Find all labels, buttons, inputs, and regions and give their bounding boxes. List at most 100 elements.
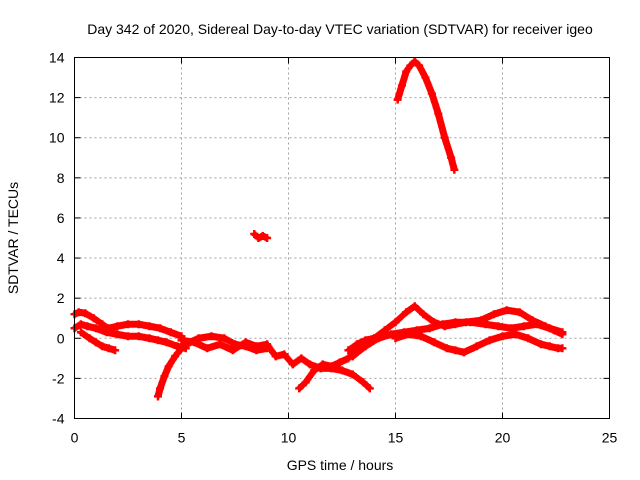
data-point — [145, 322, 154, 331]
data-point — [113, 330, 122, 339]
data-point — [558, 344, 567, 353]
data-point — [344, 346, 353, 355]
data-point — [402, 67, 411, 76]
data-point — [271, 352, 280, 361]
data-point — [361, 342, 370, 351]
x-tick-label: 5 — [178, 430, 186, 446]
data-point — [440, 133, 449, 142]
data-point — [545, 342, 554, 351]
data-point — [511, 330, 520, 339]
data-point — [254, 234, 263, 242]
data-point — [387, 330, 396, 339]
axes: 0 5 10 15 20 25 -4 -2 0 2 4 6 8 10 12 14 — [49, 50, 618, 446]
series-arc-13 — [393, 57, 459, 174]
data-point — [98, 320, 107, 329]
data-point — [113, 322, 122, 331]
data-point — [76, 328, 85, 337]
data-point — [335, 358, 344, 367]
x-tick-label: 10 — [281, 430, 297, 446]
x-axis-label: GPS time / hours — [287, 457, 394, 473]
data-point — [177, 336, 186, 345]
data-point — [391, 334, 400, 343]
data-point — [228, 346, 237, 355]
data-point — [203, 344, 212, 353]
y-tick-label: 10 — [49, 130, 65, 146]
x-tick-label: 15 — [388, 430, 404, 446]
data-point — [442, 344, 451, 353]
data-point — [153, 392, 162, 401]
data-point — [305, 360, 314, 369]
y-tick-label: 12 — [49, 90, 65, 106]
data-point — [288, 360, 297, 369]
data-point — [374, 334, 383, 343]
data-point — [447, 153, 456, 162]
series-arc-8 — [250, 229, 272, 242]
data-point — [344, 354, 353, 363]
data-point — [252, 342, 261, 351]
data-point — [451, 318, 460, 327]
data-point — [156, 324, 165, 333]
data-point — [134, 332, 143, 341]
data-point — [481, 320, 490, 329]
data-point — [160, 372, 169, 381]
data-point — [258, 231, 267, 240]
data-point — [327, 362, 336, 371]
data-point — [425, 324, 434, 333]
x-tick-label: 20 — [495, 430, 511, 446]
data-point — [450, 165, 459, 174]
series-arc-7 — [177, 336, 374, 393]
data-point — [352, 340, 361, 349]
data-point — [459, 348, 468, 357]
data-point — [295, 384, 304, 393]
chart-title: Day 342 of 2020, Sidereal Day-to-day VTE… — [87, 21, 593, 37]
data-point — [166, 328, 175, 337]
data-point — [532, 320, 541, 329]
data-point — [524, 334, 533, 343]
y-tick-label: 14 — [49, 50, 65, 66]
data-point — [402, 308, 411, 317]
data-point — [472, 342, 481, 351]
data-point — [207, 332, 216, 341]
data-point — [485, 336, 494, 345]
data-point — [250, 229, 259, 238]
data-point — [263, 340, 272, 349]
data-point — [241, 338, 250, 347]
data-point — [338, 366, 346, 375]
data-point — [348, 370, 357, 379]
data-point — [81, 309, 90, 318]
data-point — [220, 334, 229, 343]
data-point — [297, 354, 306, 363]
data-point — [171, 352, 180, 361]
data-point — [507, 324, 516, 333]
y-axis-label: SDTVAR / TECUs — [5, 182, 21, 294]
data-point — [537, 340, 546, 349]
data-point — [76, 320, 85, 329]
y-tick-label: 8 — [57, 170, 65, 186]
y-tick-label: 6 — [57, 210, 65, 226]
data-point — [83, 322, 92, 331]
data-point — [104, 344, 113, 353]
data-point — [301, 378, 310, 387]
data-point — [430, 338, 439, 347]
data-point — [134, 320, 143, 329]
y-tick-label: 0 — [57, 330, 65, 346]
data-point — [434, 109, 443, 118]
y-tick-label: 2 — [57, 290, 65, 306]
data-point — [216, 340, 225, 349]
data-point — [410, 302, 419, 311]
data-point — [421, 73, 430, 82]
data-layer — [70, 57, 567, 401]
data-point — [498, 332, 507, 341]
y-tick-label: -4 — [52, 411, 65, 427]
data-point — [397, 81, 406, 90]
data-point — [515, 308, 524, 317]
data-point — [280, 350, 289, 359]
data-point — [104, 324, 113, 333]
y-tick-label: 4 — [57, 250, 65, 266]
x-tick-label: 0 — [71, 430, 79, 446]
data-point — [162, 338, 171, 347]
data-point — [85, 334, 94, 343]
data-point — [156, 384, 165, 393]
data-point — [438, 320, 447, 329]
data-point — [417, 332, 426, 341]
